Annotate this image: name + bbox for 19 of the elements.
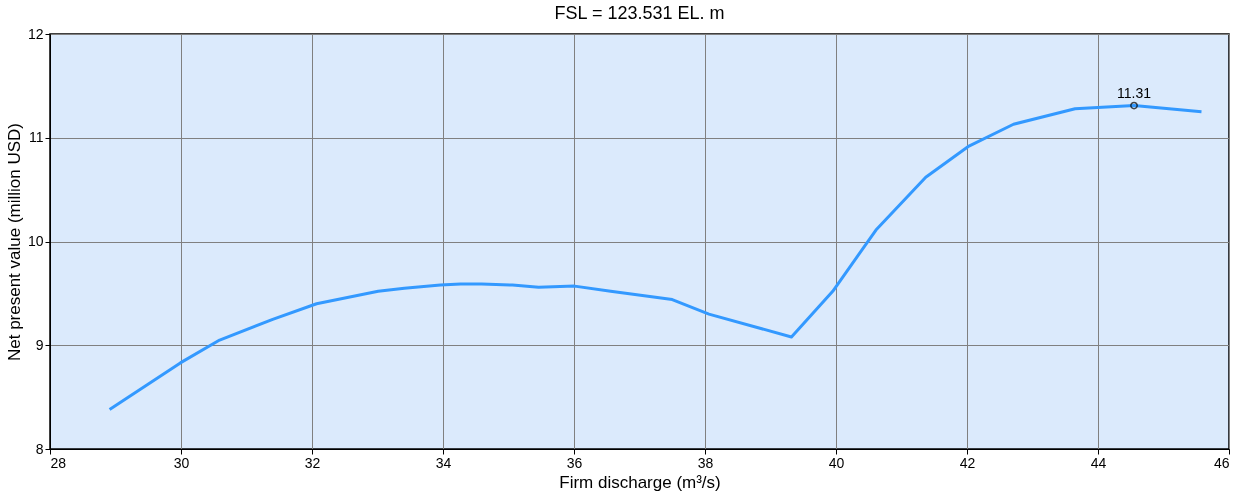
x-tick-label: 44 — [1090, 454, 1107, 471]
y-axis-title: Net present value (million USD) — [4, 122, 24, 362]
x-tick-label: 28 — [50, 454, 67, 471]
chart-title: FSL = 123.531 EL. m — [554, 3, 725, 23]
x-tick-label: 46 — [1213, 454, 1230, 471]
x-tick-label: 30 — [173, 454, 190, 471]
y-tick-label: 12 — [27, 25, 44, 42]
x-tick-label: 36 — [566, 454, 583, 471]
y-tick-label: 10 — [27, 233, 44, 249]
x-axis-title: Firm discharge (m³/s) — [559, 472, 721, 492]
y-tick-label: 8 — [35, 440, 44, 457]
y-tick-label: 9 — [35, 336, 44, 353]
x-tick-label: 40 — [828, 454, 845, 471]
x-tick-label: 38 — [697, 454, 714, 471]
y-tick-label: 11 — [28, 129, 44, 146]
annotation: 11.31 — [1117, 84, 1152, 101]
x-tick-label: 34 — [435, 454, 452, 471]
x-tick-label: 32 — [304, 454, 321, 471]
x-tick-label: 42 — [959, 454, 976, 471]
